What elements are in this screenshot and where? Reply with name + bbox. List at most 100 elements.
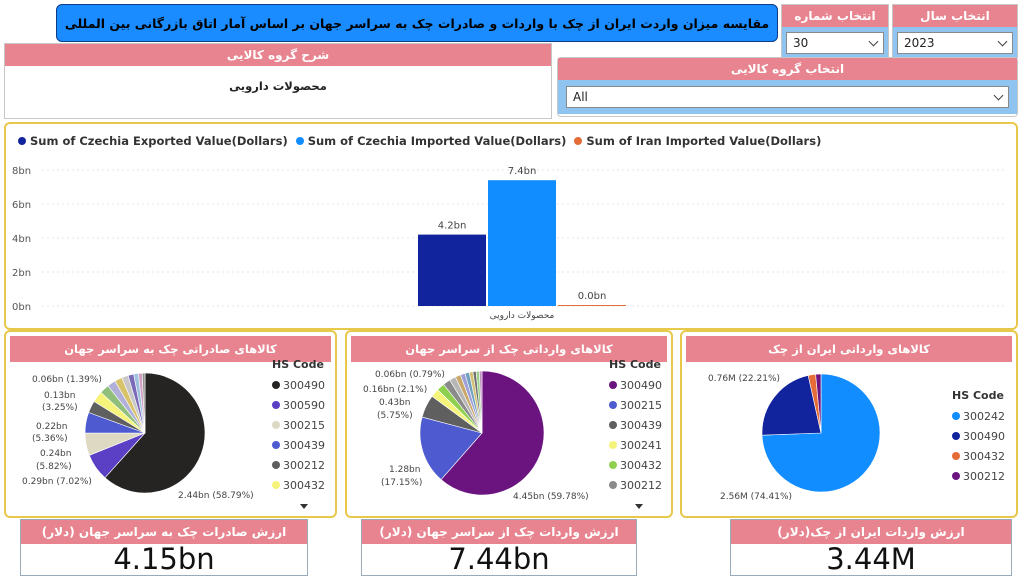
year-dropdown-value: 2023 [904, 36, 935, 50]
legend-item[interactable]: 300490 [609, 375, 662, 395]
legend-label: 300490 [283, 378, 325, 392]
group-slicer-label: انتخاب گروه کالایی [558, 58, 1017, 80]
legend-item[interactable]: 300432 [952, 446, 1005, 466]
legend-label: Sum of Iran Imported Value(Dollars) [586, 134, 822, 148]
legend-item[interactable]: 300215 [609, 395, 662, 415]
bar-data-label: 4.2bn [438, 221, 467, 232]
year-dropdown[interactable]: 2023 [897, 32, 1013, 54]
slice-label: 1.28bn [389, 465, 421, 475]
pie-slice[interactable] [419, 416, 483, 481]
legend-item[interactable]: 300215 [272, 415, 325, 435]
legend-label: 300432 [283, 478, 325, 492]
bar[interactable] [418, 234, 486, 306]
legend-marker [272, 461, 280, 469]
legend-item-exported[interactable]: Sum of Czechia Exported Value(Dollars) [18, 134, 288, 148]
export-pie-title: کالاهای صادراتی چک به سراسر جهان [10, 336, 331, 362]
import-pie-title: کالاهای وارداتی چک از سراسر جهان [351, 336, 667, 362]
legend-item[interactable]: 300439 [609, 415, 662, 435]
legend-marker [952, 452, 960, 460]
kpi-label: ارزش واردات ایران از چک(دلار) [731, 520, 1011, 544]
legend-label: 300242 [963, 409, 1005, 423]
pie-slice[interactable] [815, 373, 822, 434]
kpi-value: 3.44M [826, 542, 916, 576]
legend-item[interactable]: 300212 [952, 466, 1005, 486]
legend-label: 300432 [963, 449, 1005, 463]
export-pie-panel: کالاهای صادراتی چک به سراسر جهان 0.06bn … [4, 330, 337, 518]
slice-label: 0.06bn (0.79%) [375, 370, 445, 380]
legend-item[interactable]: 300212 [272, 455, 325, 475]
kpi-import-card: ارزش واردات چک از سراسر جهان (دلار) 7.44… [361, 519, 637, 576]
kpi-label: ارزش واردات چک از سراسر جهان (دلار) [362, 520, 636, 544]
slice-label: 0.76M (22.21%) [708, 374, 781, 384]
legend-label: Sum of Czechia Exported Value(Dollars) [30, 134, 288, 148]
export-pie-chart [84, 372, 206, 494]
legend-label: 300490 [620, 378, 662, 392]
y-tick-label: 8bn [12, 166, 31, 177]
legend-marker [272, 421, 280, 429]
pie-slice[interactable] [440, 370, 545, 496]
y-tick-label: 6bn [12, 200, 31, 211]
bar-chart-legend: Sum of Czechia Exported Value(Dollars) S… [18, 134, 821, 148]
legend-marker [609, 461, 617, 469]
legend-marker [272, 401, 280, 409]
slice-label: 0.24bn [40, 449, 72, 459]
legend-item[interactable]: 300212 [609, 475, 662, 495]
pie-slice[interactable] [141, 372, 146, 434]
slice-label: 0.16bn (2.1%) [363, 385, 428, 395]
legend-label: 300212 [620, 478, 662, 492]
legend-label: 300212 [963, 469, 1005, 483]
slice-label: 0.13bn [44, 391, 76, 401]
legend-item[interactable]: 300490 [952, 426, 1005, 446]
legend-label: 300212 [283, 458, 325, 472]
legend-label: 300590 [283, 398, 325, 412]
scroll-down-icon[interactable] [635, 504, 643, 509]
legend-item[interactable]: 300439 [272, 435, 325, 455]
pie-slice[interactable] [478, 370, 483, 434]
import-pie-chart [419, 370, 545, 496]
group-description-label: شرح گروه کالایی [5, 44, 551, 66]
legend-marker [18, 137, 26, 145]
pie-slice[interactable] [761, 375, 822, 436]
legend-marker [952, 432, 960, 440]
legend-item[interactable]: 300590 [272, 395, 325, 415]
bar[interactable] [488, 180, 556, 306]
kpi-value: 4.15bn [113, 542, 215, 576]
slice-label: 0.06bn (1.39%) [32, 375, 102, 385]
legend-label: Sum of Czechia Imported Value(Dollars) [307, 134, 567, 148]
chapter-dropdown[interactable]: 30 [786, 32, 884, 54]
scroll-down-icon[interactable] [300, 504, 308, 509]
legend-item[interactable]: 300432 [272, 475, 325, 495]
chevron-down-icon [868, 36, 879, 46]
legend-item-iran[interactable]: Sum of Iran Imported Value(Dollars) [574, 134, 821, 148]
legend-item[interactable]: 300242 [952, 406, 1005, 426]
chevron-down-icon [997, 36, 1008, 46]
bar[interactable] [558, 305, 626, 306]
y-tick-label: 2bn [12, 268, 31, 279]
legend-item-imported[interactable]: Sum of Czechia Imported Value(Dollars) [295, 134, 567, 148]
legend-marker [952, 412, 960, 420]
legend-item[interactable]: 300432 [609, 455, 662, 475]
import-pie-panel: کالاهای وارداتی چک از سراسر جهان 0.06bn … [345, 330, 673, 518]
kpi-iran-card: ارزش واردات ایران از چک(دلار) 3.44M [730, 519, 1012, 576]
slice-label: 4.45bn (59.78%) [513, 492, 589, 502]
slice-label: (5.36%) [32, 434, 68, 444]
bar-data-label: 0.0bn [578, 291, 607, 302]
legend-label: 300215 [620, 398, 662, 412]
legend-label: 300439 [283, 438, 325, 452]
x-category-label: محصولات دارویی [490, 311, 555, 321]
group-dropdown[interactable]: All [566, 86, 1009, 108]
legend-marker [609, 481, 617, 489]
y-tick-label: 0bn [12, 302, 31, 313]
bar-chart: 8bn 6bn 4bn 2bn 0bn 4.2bn 7.4bn 0.0bn محصولات دا… [12, 166, 1006, 321]
legend-marker [609, 381, 617, 389]
legend-label: 300439 [620, 418, 662, 432]
slice-label: (5.75%) [377, 411, 413, 421]
pie-slice[interactable] [104, 372, 206, 494]
legend-label: 300241 [620, 438, 662, 452]
year-slicer: انتخاب سال 2023 [892, 4, 1018, 59]
legend-label: 300432 [620, 458, 662, 472]
slice-label: (5.82%) [36, 462, 72, 472]
legend-item[interactable]: 300241 [609, 435, 662, 455]
iran-pie-chart [761, 373, 881, 493]
legend-item[interactable]: 300490 [272, 375, 325, 395]
